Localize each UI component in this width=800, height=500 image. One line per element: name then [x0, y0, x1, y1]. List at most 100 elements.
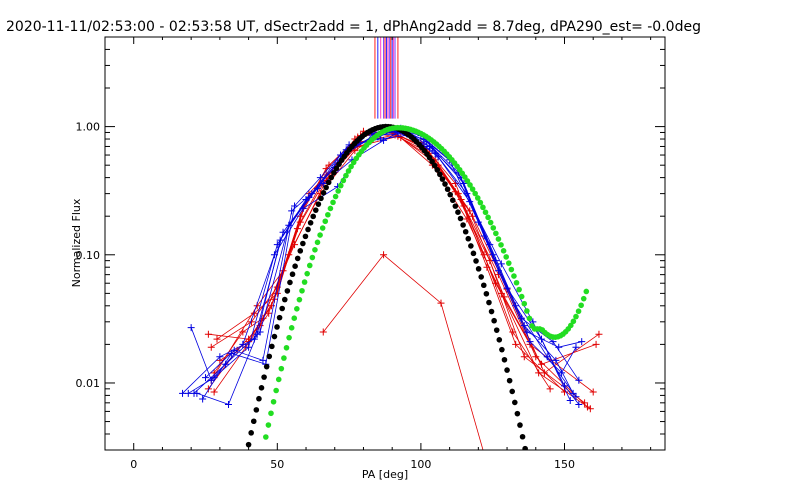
blue-series-point [291, 202, 299, 210]
black-fit-point [519, 433, 526, 440]
red-series-point [204, 385, 212, 393]
green-fit-point [526, 315, 533, 322]
black-fit-point [261, 374, 267, 380]
red-series-point [581, 399, 589, 407]
red-series-point [265, 309, 273, 317]
black-fit-curve [245, 123, 528, 450]
blue-series-point [253, 330, 261, 338]
black-fit-point [292, 263, 298, 269]
black-fit-point [496, 337, 503, 343]
black-fit-point [331, 170, 337, 176]
blue-series-point [575, 400, 583, 408]
black-fit-point [294, 255, 301, 262]
y-tick-label: 0.01 [76, 377, 101, 390]
y-axis-label: Normalized Flux [70, 198, 83, 287]
green-fit-point [301, 279, 308, 285]
blue-series-point [466, 198, 474, 206]
green-fit-point [327, 205, 334, 212]
black-fit-point [499, 346, 505, 353]
blue-series-line [205, 129, 582, 378]
blue-series-point [575, 376, 583, 384]
green-fit-point [278, 365, 285, 372]
black-fit-point [473, 258, 479, 264]
blue-series-point [572, 393, 580, 401]
blue-series-point [526, 338, 534, 346]
black-fit-point [512, 399, 518, 406]
black-fit-point [253, 407, 260, 413]
red-series-line [213, 130, 585, 404]
green-fit-point [340, 177, 347, 184]
blue-series-point [555, 343, 563, 351]
x-tick-label: 150 [554, 458, 575, 471]
blue-series-point [552, 356, 560, 364]
blue-series-line [182, 129, 571, 401]
green-fit-point [511, 273, 517, 279]
green-fit-point [283, 344, 290, 351]
green-fit-point [281, 355, 287, 361]
blue-series-point [276, 236, 284, 244]
blue-series-point [497, 260, 505, 268]
blue-series-point [273, 241, 281, 249]
black-fit-point [333, 165, 340, 172]
black-fit-point [310, 213, 317, 220]
vertical-marker-lines [374, 37, 399, 119]
blue-series-point [193, 389, 201, 397]
plot-area [179, 37, 603, 450]
blue-series-point [216, 353, 224, 361]
blue-series-point [560, 382, 568, 390]
green-fit-point [306, 262, 313, 269]
blue-series-point [259, 356, 267, 364]
green-fit-point [273, 387, 279, 394]
green-fit-point [513, 279, 520, 286]
blue-series-point [245, 343, 253, 351]
black-fit-point [276, 314, 283, 321]
green-fit-point [317, 232, 323, 238]
green-fit-point [304, 270, 310, 277]
green-fit-point [490, 225, 497, 231]
red-series-point [592, 340, 600, 348]
black-fit-point [491, 317, 497, 324]
blue-series-point [558, 369, 566, 377]
green-fit-point [516, 286, 522, 293]
green-fit-point [474, 195, 481, 201]
black-fit-point [501, 356, 508, 363]
green-fit-point [275, 376, 282, 383]
black-fit-point [315, 201, 322, 207]
blue-series-point [305, 193, 313, 201]
black-fit-point [475, 266, 482, 272]
green-fit-point [580, 295, 587, 302]
black-fit-point [437, 171, 443, 178]
black-fit-point [442, 181, 448, 187]
green-fit-point [263, 434, 269, 440]
green-fit-point [291, 315, 298, 322]
green-fit-point [518, 293, 525, 300]
black-fit-point [328, 174, 335, 181]
green-fit-point [469, 186, 476, 192]
black-fit-point [250, 418, 257, 425]
green-fit-point [570, 318, 577, 325]
green-fit-point [472, 190, 478, 197]
red-series-point [437, 299, 445, 307]
blue-series-line [190, 132, 574, 394]
blue-series-line [193, 127, 580, 394]
green-fit-point [325, 211, 331, 218]
black-fit-point [245, 441, 252, 448]
blue-series-point [319, 179, 327, 187]
black-fit-point [323, 184, 329, 191]
green-fit-point [503, 254, 509, 260]
black-fit-point [307, 220, 314, 226]
red-series-point [469, 212, 477, 220]
green-fit-point [268, 410, 274, 417]
red-series-line [219, 135, 597, 365]
green-fit-point [296, 296, 303, 303]
black-fit-point [517, 422, 523, 428]
black-fit-point [449, 197, 456, 204]
black-fit-point [452, 203, 459, 209]
green-fit-point [335, 188, 341, 194]
black-fit-point [462, 228, 469, 235]
black-fit-point [504, 367, 510, 373]
green-fit-point [500, 248, 507, 254]
green-fit-point [332, 193, 339, 200]
black-fit-point [468, 243, 474, 249]
green-fit-point [319, 225, 326, 231]
